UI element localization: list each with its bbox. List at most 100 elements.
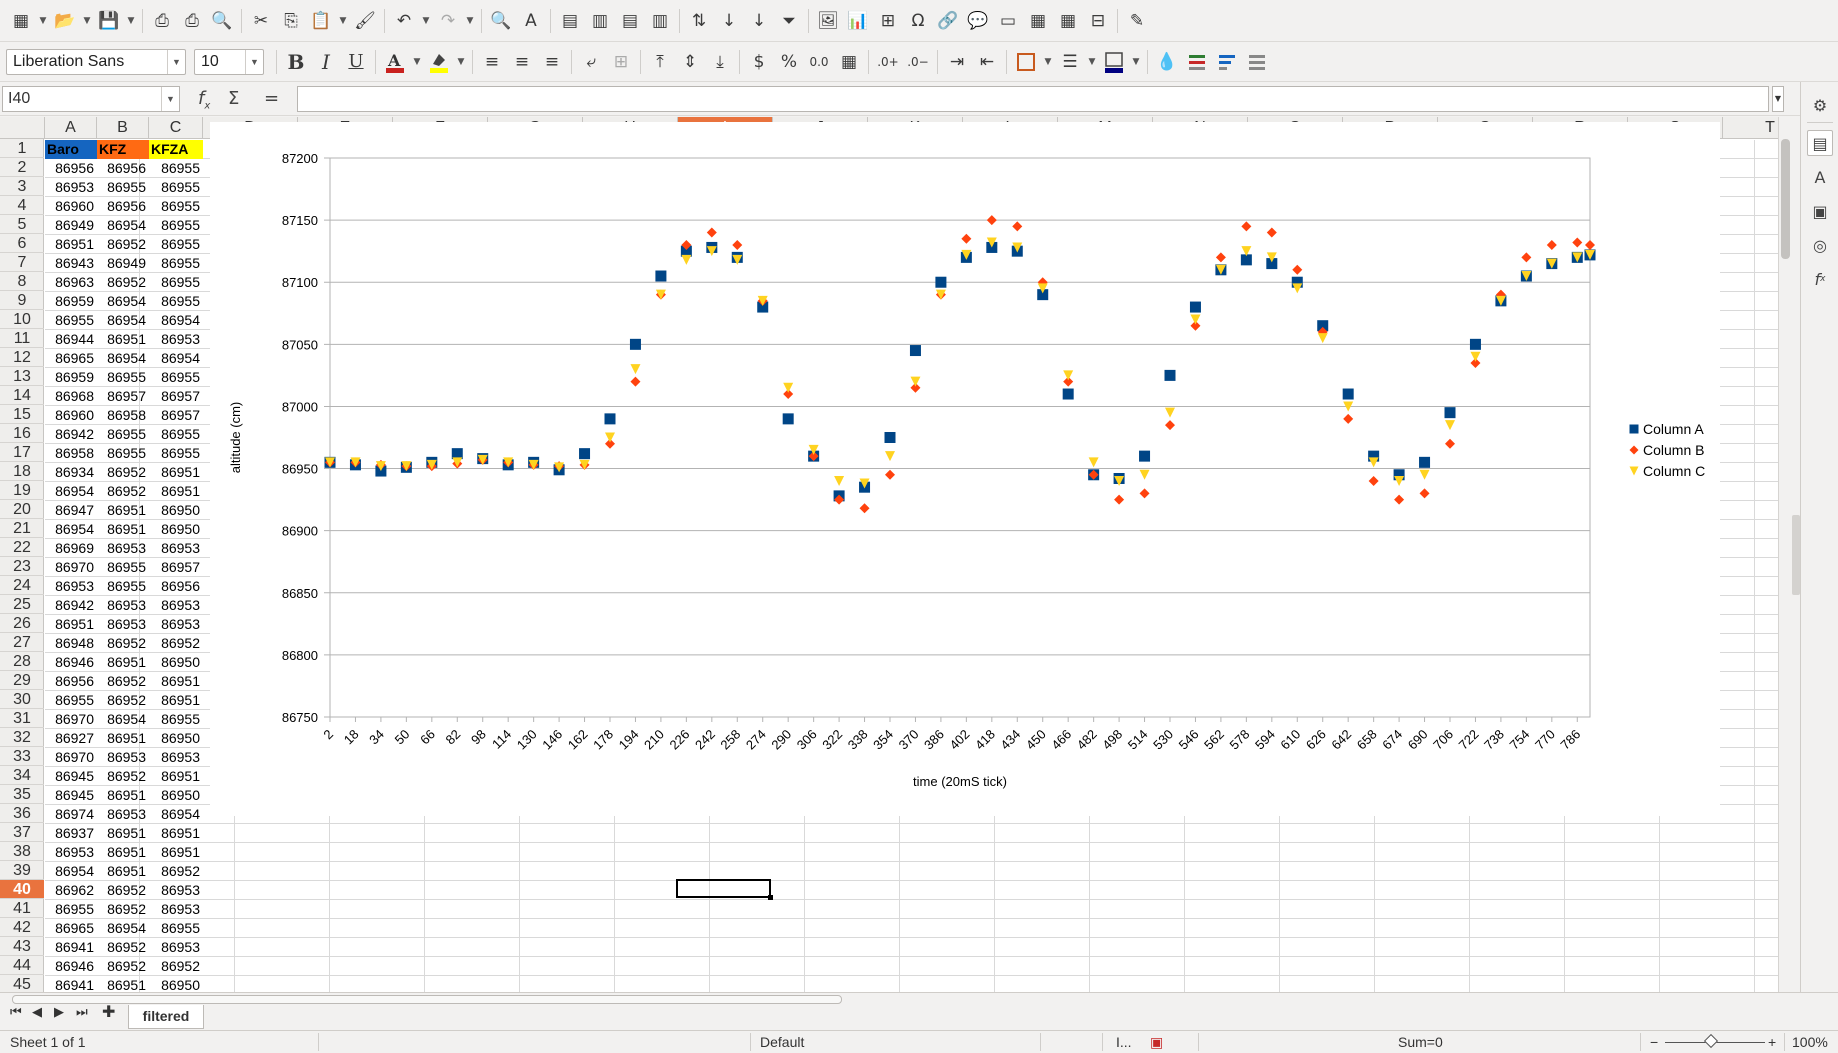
row-header-6[interactable]: 6 <box>0 234 44 253</box>
row-header-32[interactable]: 32 <box>0 728 44 747</box>
table-cell[interactable]: 86952 <box>107 768 146 784</box>
conditional-icon-set-icon[interactable] <box>1242 47 1272 77</box>
horizontal-scrollbar[interactable] <box>6 995 1776 1005</box>
table-cell[interactable]: 86955 <box>161 920 200 936</box>
align-right-icon[interactable]: ≡ <box>544 51 560 72</box>
export-pdf-icon[interactable]: ⎙ <box>155 10 169 31</box>
chevron-down-icon[interactable]: ▼ <box>167 49 185 74</box>
table-cell[interactable]: 86953 <box>107 616 146 632</box>
table-cell[interactable]: 86952 <box>161 635 200 651</box>
cut-icon[interactable]: ✂ <box>253 10 269 31</box>
row-header-11[interactable]: 11 <box>0 329 44 348</box>
table-cell[interactable]: 86953 <box>161 882 200 898</box>
row-header-29[interactable]: 29 <box>0 671 44 690</box>
print-preview-icon[interactable]: 🔍 <box>211 10 233 31</box>
row-header-7[interactable]: 7 <box>0 253 44 272</box>
table-cell[interactable]: 86945 <box>55 768 94 784</box>
chevron-down-icon[interactable]: ▼ <box>1132 56 1140 67</box>
chevron-down-icon[interactable]: ▼ <box>1772 86 1784 112</box>
row-header-1[interactable]: 1 <box>0 139 44 158</box>
new-spreadsheet-icon[interactable]: ▦ <box>12 10 30 31</box>
table-cell[interactable]: 86956 <box>55 673 94 689</box>
table-cell[interactable]: 86952 <box>107 939 146 955</box>
table-cell[interactable]: 86950 <box>161 977 200 992</box>
undo-icon[interactable]: ↶ <box>396 10 412 31</box>
table-cell[interactable]: 86954 <box>107 217 146 233</box>
table-cell[interactable]: 86954 <box>107 350 146 366</box>
table-cell[interactable]: 86951 <box>161 844 200 860</box>
row-header-41[interactable]: 41 <box>0 899 44 918</box>
properties-icon[interactable]: ▤ <box>1807 130 1833 156</box>
table-cell[interactable]: 86952 <box>107 635 146 651</box>
table-cell[interactable]: 86951 <box>107 502 146 518</box>
row-header-40[interactable]: 40 <box>0 880 44 899</box>
table-cell[interactable]: 86955 <box>107 426 146 442</box>
table-cell[interactable]: 86955 <box>55 312 94 328</box>
table-cell[interactable]: 86949 <box>107 255 146 271</box>
table-cell[interactable]: 86952 <box>107 901 146 917</box>
row-header-35[interactable]: 35 <box>0 785 44 804</box>
table-cell[interactable]: 86954 <box>161 806 200 822</box>
table-cell[interactable]: 86950 <box>161 502 200 518</box>
formula-input[interactable] <box>297 86 1769 112</box>
hyperlink-icon[interactable]: 🔗 <box>937 10 959 31</box>
chevron-down-icon[interactable]: ▼ <box>457 56 465 67</box>
table-cell[interactable]: 86927 <box>55 730 94 746</box>
table-cell[interactable]: 86951 <box>107 521 146 537</box>
row-header-12[interactable]: 12 <box>0 348 44 367</box>
chevron-down-icon[interactable]: ▼ <box>161 87 179 111</box>
table-cell[interactable]: 86951 <box>107 825 146 841</box>
table-cell[interactable]: 86950 <box>161 521 200 537</box>
table-cell[interactable]: 86957 <box>161 407 200 423</box>
table-cell[interactable]: 86952 <box>161 958 200 974</box>
row-header-16[interactable]: 16 <box>0 424 44 443</box>
italic-button[interactable]: I <box>322 49 330 74</box>
special-character-icon[interactable]: Ω <box>911 10 925 31</box>
table-cell[interactable]: 86953 <box>161 939 200 955</box>
row-header-28[interactable]: 28 <box>0 652 44 671</box>
table-cell[interactable]: 86956 <box>107 198 146 214</box>
row-header-22[interactable]: 22 <box>0 538 44 557</box>
border-style-icon[interactable]: ☰ <box>1062 51 1078 72</box>
table-cell[interactable]: 86954 <box>161 312 200 328</box>
conditional-format-icon[interactable]: 💧 <box>1156 51 1178 72</box>
last-sheet-icon[interactable]: ⏭ <box>76 1005 88 1020</box>
row-header-26[interactable]: 26 <box>0 614 44 633</box>
font-color-button[interactable]: A <box>380 47 410 77</box>
table-cell[interactable]: 86955 <box>161 293 200 309</box>
table-cell[interactable]: 86954 <box>107 920 146 936</box>
copy-icon[interactable]: ⎘ <box>284 10 298 31</box>
table-cell[interactable]: 86958 <box>55 445 94 461</box>
align-bottom-icon[interactable]: ⤓ <box>716 51 724 72</box>
row-header-45[interactable]: 45 <box>0 975 44 992</box>
row-header-19[interactable]: 19 <box>0 481 44 500</box>
table-cell[interactable]: 86950 <box>161 654 200 670</box>
chevron-down-icon[interactable]: ▼ <box>1044 56 1052 67</box>
table-cell[interactable]: 86947 <box>55 502 94 518</box>
font-size-combo[interactable]: 10 ▼ <box>194 48 264 75</box>
table-cell[interactable]: 86959 <box>55 293 94 309</box>
row-header-42[interactable]: 42 <box>0 918 44 937</box>
name-box[interactable]: I40 ▼ <box>2 86 180 112</box>
table-cell[interactable]: 86960 <box>55 198 94 214</box>
previous-sheet-icon[interactable]: ◀ <box>32 1005 42 1020</box>
show-draw-functions-icon[interactable]: ✎ <box>1129 10 1145 31</box>
row-header-34[interactable]: 34 <box>0 766 44 785</box>
date-format-icon[interactable]: ▦ <box>840 51 858 72</box>
table-cell[interactable]: 86953 <box>55 179 94 195</box>
table-cell[interactable]: 86955 <box>161 198 200 214</box>
currency-icon[interactable]: $ <box>753 51 765 72</box>
autofilter-icon[interactable]: ⏷ <box>782 10 796 31</box>
redo-icon[interactable]: ↷ <box>440 10 456 31</box>
table-cell[interactable]: 86953 <box>161 540 200 556</box>
define-print-area-icon[interactable]: ▦ <box>1029 10 1047 31</box>
navigator-icon[interactable]: ◎ <box>1813 235 1827 255</box>
bold-button[interactable]: B <box>287 49 305 74</box>
selected-cell-cursor[interactable] <box>676 879 773 900</box>
table-cell[interactable]: 86956 <box>55 160 94 176</box>
comment-icon[interactable]: 💬 <box>967 10 989 31</box>
table-cell[interactable]: 86946 <box>55 958 94 974</box>
clone-formatting-icon[interactable]: 🖌 <box>354 10 376 31</box>
row-header-4[interactable]: 4 <box>0 196 44 215</box>
table-cell[interactable]: 86955 <box>161 179 200 195</box>
